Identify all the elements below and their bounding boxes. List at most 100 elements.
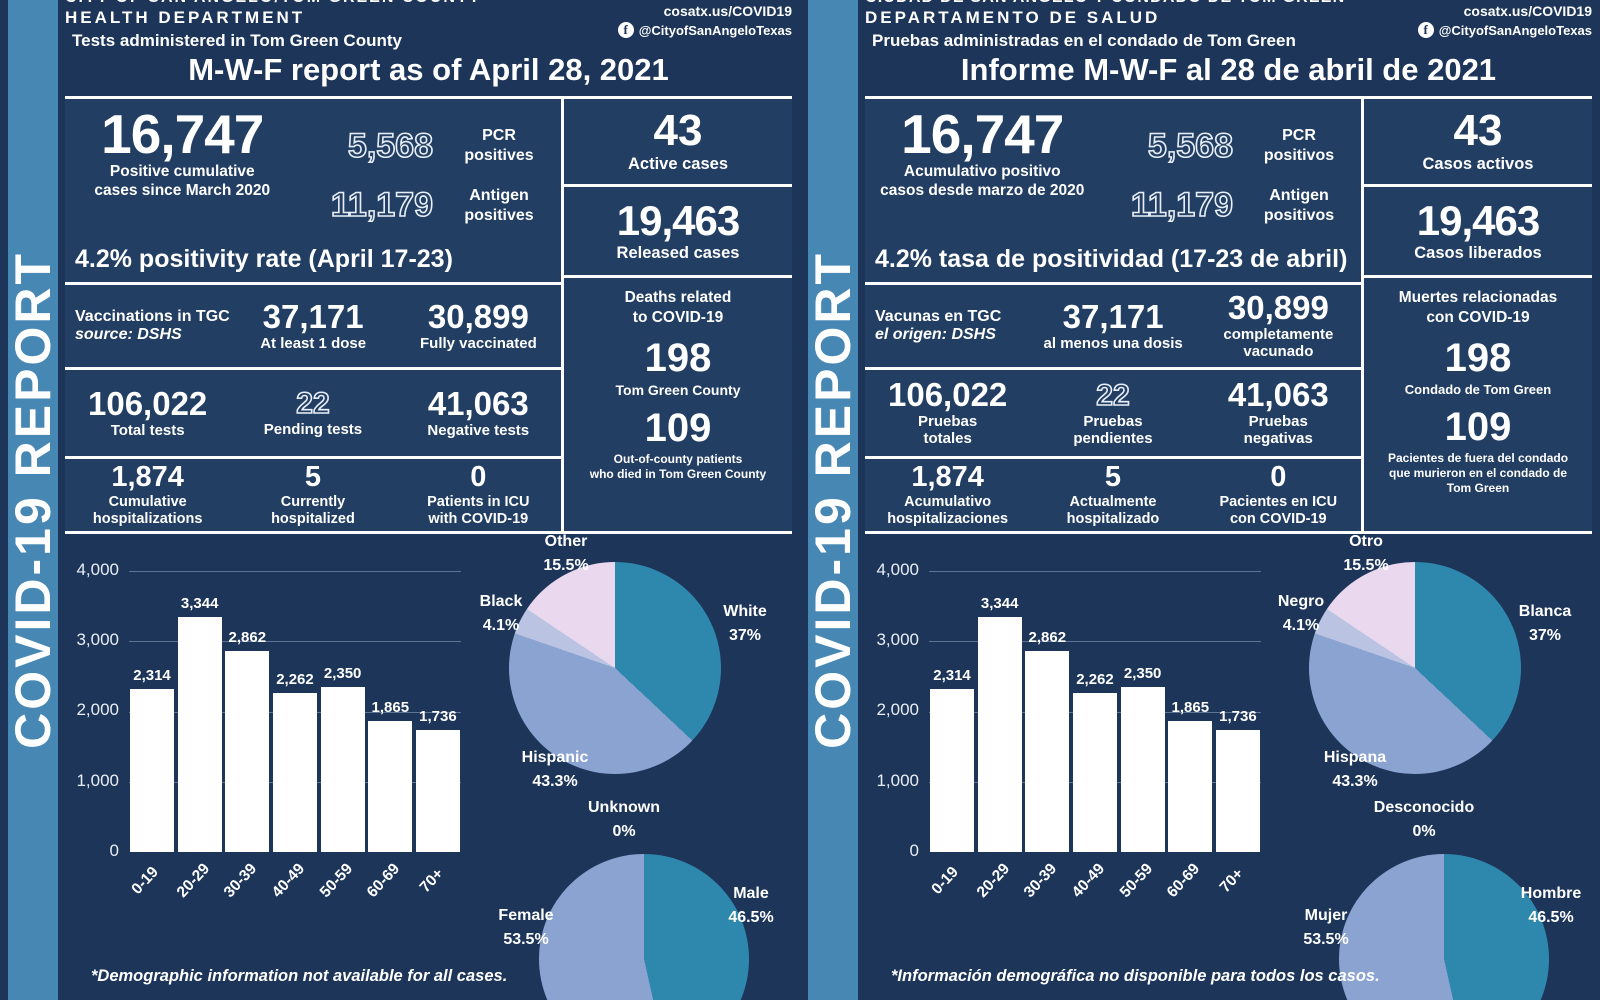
one-dose-label: al menos una dosis [1043,334,1183,352]
y-tick-1000: 1,000 [76,771,119,790]
race-label-hispanic: Hispanic 43.3% [521,749,589,790]
active-cases-label: Active cases [628,155,728,173]
fully-vaccinated-label: Fully vaccinated [420,334,537,352]
y-tick-1000: 1,000 [876,771,919,790]
header-org-block: CIUDAD DE SAN ANGELO Y CONDADO DE TOM GR… [865,0,1345,51]
pending-tests-value: 22 [295,387,330,422]
bar-age-50-59: 2,350 [1120,571,1165,852]
covid-report-side-banner: COVID-19 REPORT [805,0,861,1000]
y-tick-0: 0 [909,841,919,860]
pcr-positives-value: 5,568 [347,126,434,166]
facebook-handle[interactable]: @CityofSanAngeloTexas [1438,22,1592,38]
race-label-hispanic: Hispana 43.3% [1323,749,1387,790]
vaccinations-source: el origen: DSHS [875,326,996,343]
stats-right-column: 43 Active cases 19,463 Released cases De… [564,99,792,531]
hospitalizations-row: 1,874 Acumulativo hospitalizaciones 5 Ac… [865,459,1361,531]
pcr-positives-label: PCR positivos [1263,127,1335,165]
one-dose-label: At least 1 dose [260,334,367,352]
deaths-ooc-label: Out-of-county patients who died in Tom G… [589,452,767,482]
y-tick-0: 0 [109,841,119,860]
fully-vaccinated-value: 30,899 [427,298,529,336]
vaccinations-title: Vacunas en TGC [875,308,1002,325]
cumulative-cases-label: Acumulativo positivo casos desde marzo d… [880,163,1085,200]
icu-label: Patients in ICU with COVID-19 [427,494,530,527]
gender-label-unknown: Desconocido 0% [1373,799,1475,840]
age-bar-chart: 4,000 3,000 2,000 1,000 0 2,314 3,344 2,… [865,534,1275,1000]
header-links-block: cosatx.us/COVID19 f @CityofSanAngeloTexa… [1417,3,1592,38]
pending-tests-label: Pruebas pendientes [1073,412,1153,447]
deaths-title: Muertes relacionadas con COVID-19 [1398,289,1558,327]
hospitalizations-row: 1,874 Cumulative hospitalizations 5 Curr… [65,459,561,531]
y-tick-4000: 4,000 [76,560,119,579]
stats-left-column: 16,747 Acumulativo positivo casos desde … [865,99,1361,531]
current-hosp-label: Currently hospitalized [271,494,355,527]
charts-section: 4,000 3,000 2,000 1,000 0 2,314 3,344 2,… [65,533,792,1000]
stats-right-column: 43 Casos activos 19,463 Casos liberados … [1364,99,1592,531]
fully-vaccinated-label: completamente vacunado [1223,326,1334,361]
bar-age-70plus: 1,736 [1215,571,1260,852]
released-cases-value: 19,463 [616,196,740,244]
panel-english-content: CITY OF SAN ANGELO/TOM GREEN COUNTY HEAL… [65,0,792,1000]
cumulative-cases-cell: 16,747 Acumulativo positivo casos desde … [865,99,1361,282]
org-name-line2: HEALTH DEPARTMENT [65,8,306,27]
org-name-line1: CITY OF SAN ANGELO/TOM GREEN COUNTY [65,0,481,7]
bar-age-20-29: 3,344 [977,571,1022,852]
released-cases-cell: 19,463 Casos liberados [1364,187,1592,275]
gridline-3000 [129,641,461,643]
panel-english: COVID-19 REPORT CITY OF SAN ANGELO/TOM G… [5,0,792,1000]
bar-age-50-59: 2,350 [320,571,365,852]
cumulative-cases-label: Positive cumulative cases since March 20… [94,163,271,200]
cumulative-cases-value: 16,747 [901,103,1064,165]
deaths-county-label: Tom Green County [615,382,741,399]
covid-report-side-banner: COVID-19 REPORT [5,0,61,1000]
report-title: Informe M-W-F al 28 de abril de 2021 [960,52,1497,87]
released-cases-label: Casos liberados [1414,243,1542,262]
header-org-block: CITY OF SAN ANGELO/TOM GREEN COUNTY HEAL… [65,0,481,51]
report-title: M-W-F report as of April 28, 2021 [188,52,669,87]
gender-label-female: Mujer 53.5% [1303,907,1349,948]
released-cases-label: Released cases [616,243,740,262]
deaths-ooc-label: Pacientes de fuera del condado que murie… [1387,451,1569,496]
bar-age-70plus: 1,736 [415,571,460,852]
side-banner-vertical-label: COVID-19 REPORT [805,251,861,749]
website-url[interactable]: cosatx.us/COVID19 [663,3,792,19]
stats-grid: 16,747 Acumulativo positivo casos desde … [865,96,1592,534]
website-url[interactable]: cosatx.us/COVID19 [1463,3,1592,19]
bar-age-60-69: 1,865 [1168,571,1213,852]
race-pie-chart [1309,562,1521,774]
demographic-footnote: *Información demográfica no disponible p… [891,967,1380,985]
deaths-county-value: 198 [1444,336,1512,381]
one-dose-value: 37,171 [1062,298,1164,336]
facebook-handle[interactable]: @CityofSanAngeloTexas [638,22,792,38]
one-dose-value: 37,171 [262,298,364,336]
vaccinations-row: Vaccinations in TGC source: DSHS 37,171 … [65,285,561,367]
tests-row: 106,022 Total tests 22 Pending tests 41,… [65,370,561,456]
gender-label-female: Female 53.5% [498,907,554,948]
facebook-icon: f [617,22,634,38]
org-name-line2: DEPARTAMENTO DE SALUD [865,8,1161,27]
released-cases-value: 19,463 [1416,196,1540,244]
active-cases-value: 43 [653,106,703,155]
deaths-county-label: Condado de Tom Green [1404,382,1552,398]
active-cases-cell: 43 Active cases [564,99,792,184]
facebook-icon: f [1417,22,1434,38]
bar-age-60-69: 1,865 [368,571,413,852]
y-tick-2000: 2,000 [76,700,119,719]
header-links-block: cosatx.us/COVID19 f @CityofSanAngeloTexa… [617,3,792,38]
negative-tests-value: 41,063 [427,385,529,423]
gridline-3000 [929,641,1261,643]
current-hosp-value: 5 [304,461,322,494]
bar-age-30-39: 2,862 [225,571,270,852]
cumulative-hosp-label: Cumulative hospitalizations [92,494,203,527]
facebook-row: f @CityofSanAngeloTexas [1417,22,1592,38]
vaccinations-source: source: DSHS [75,326,182,343]
positivity-rate-text: 4.2% tasa de positividad (17-23 de abril… [875,245,1348,273]
facebook-row: f @CityofSanAngeloTexas [617,22,792,38]
cumulative-cases-cell: 16,747 Positive cumulative cases since M… [65,99,561,282]
deaths-county-value: 198 [644,336,712,381]
positivity-rate-text: 4.2% positivity rate (April 17-23) [75,245,453,273]
released-cases-cell: 19,463 Released cases [564,187,792,275]
pending-tests-label: Pending tests [263,421,363,439]
bar-age-40-49: 2,262 [272,571,317,852]
